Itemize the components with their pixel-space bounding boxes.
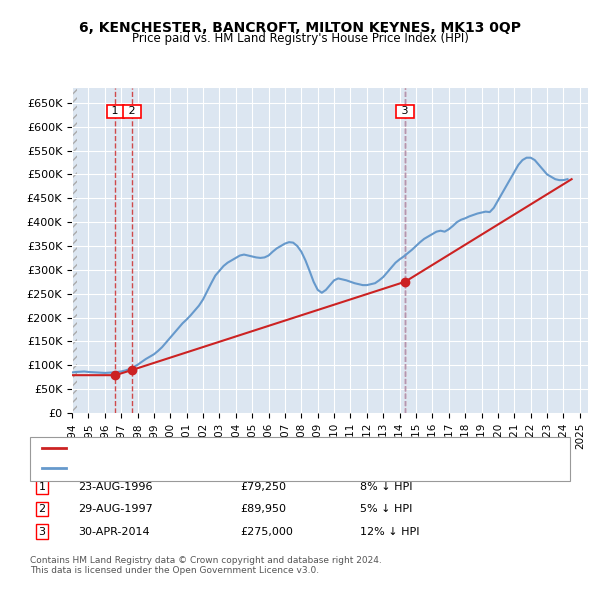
Text: 6, KENCHESTER, BANCROFT, MILTON KEYNES, MK13 0QP (detached house): 6, KENCHESTER, BANCROFT, MILTON KEYNES, … bbox=[72, 444, 461, 453]
Text: 29-AUG-1997: 29-AUG-1997 bbox=[78, 504, 153, 514]
Text: £79,250: £79,250 bbox=[240, 482, 286, 491]
Text: 23-AUG-1996: 23-AUG-1996 bbox=[78, 482, 152, 491]
Text: 8% ↓ HPI: 8% ↓ HPI bbox=[360, 482, 413, 491]
Text: £89,950: £89,950 bbox=[240, 504, 286, 514]
Text: 1: 1 bbox=[38, 482, 46, 491]
Text: 5% ↓ HPI: 5% ↓ HPI bbox=[360, 504, 412, 514]
Text: Contains HM Land Registry data © Crown copyright and database right 2024.
This d: Contains HM Land Registry data © Crown c… bbox=[30, 556, 382, 575]
Text: 1: 1 bbox=[109, 106, 122, 116]
Text: 3: 3 bbox=[38, 527, 46, 536]
Text: 30-APR-2014: 30-APR-2014 bbox=[78, 527, 149, 536]
Text: HPI: Average price, detached house, Milton Keynes: HPI: Average price, detached house, Milt… bbox=[72, 463, 337, 473]
Text: 2: 2 bbox=[125, 106, 139, 116]
Text: 12% ↓ HPI: 12% ↓ HPI bbox=[360, 527, 419, 536]
Text: 6, KENCHESTER, BANCROFT, MILTON KEYNES, MK13 0QP: 6, KENCHESTER, BANCROFT, MILTON KEYNES, … bbox=[79, 21, 521, 35]
Text: 2: 2 bbox=[38, 504, 46, 514]
Text: Price paid vs. HM Land Registry's House Price Index (HPI): Price paid vs. HM Land Registry's House … bbox=[131, 32, 469, 45]
Text: 3: 3 bbox=[398, 106, 412, 116]
Text: £275,000: £275,000 bbox=[240, 527, 293, 536]
